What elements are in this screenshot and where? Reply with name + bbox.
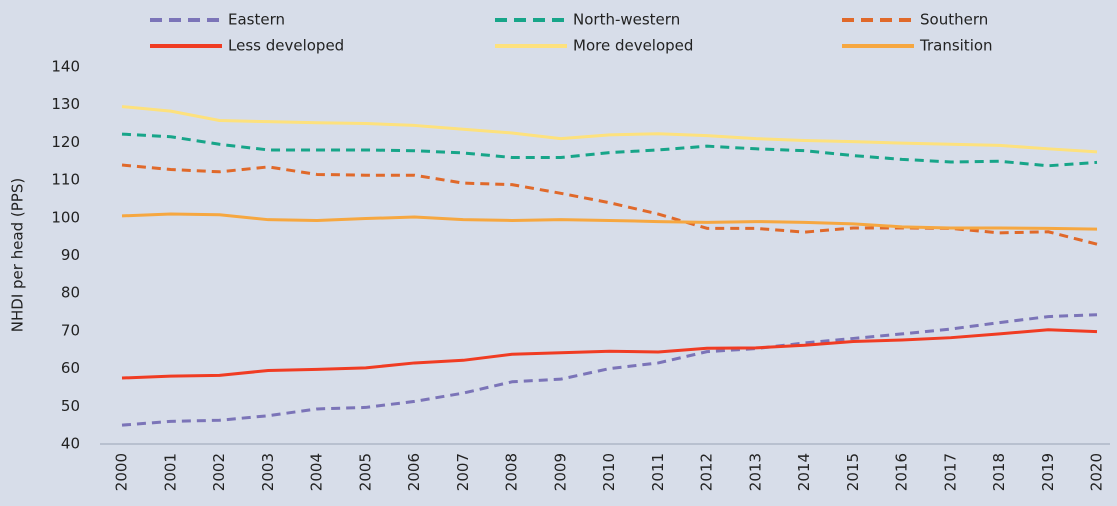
legend-label: More developed [573,37,693,55]
legend-label: Less developed [228,37,344,55]
y-tick-label: 60 [61,359,80,377]
y-tick-label: 120 [51,133,80,151]
y-tick-label: 90 [61,246,80,264]
y-tick-label: 70 [61,321,80,339]
series-line [121,132,1098,168]
x-tick-label: 2007 [454,453,472,491]
x-tick-label: 2006 [405,453,423,491]
x-tick-label: 2017 [941,453,959,491]
y-tick-label: 40 [61,435,80,453]
x-tick-label: 2005 [356,453,374,491]
y-tick-label: 140 [51,58,80,76]
x-tick-label: 2015 [844,453,862,491]
x-tick-label: 2011 [649,453,667,491]
x-tick-label: 2013 [746,453,764,491]
x-tick-label: 2008 [503,453,521,491]
x-tick-label: 2000 [113,453,131,491]
x-tick-label: 2002 [210,453,228,491]
y-tick-label: 80 [61,284,80,302]
y-tick-label: 50 [61,397,80,415]
x-tick-label: 2018 [990,453,1008,491]
x-tick-label: 2019 [1039,453,1057,491]
x-tick-label: 2020 [1088,453,1106,491]
series-line [121,328,1098,380]
y-tick-label: 110 [51,171,80,189]
series-line [121,163,1098,246]
y-tick-label: 100 [51,208,80,226]
series-line [121,105,1098,154]
legend-label: Southern [920,11,988,29]
x-tick-label: 2016 [893,453,911,491]
y-axis-label: NHDI per head (PPS) [9,178,27,332]
x-tick-label: 2012 [698,453,716,491]
x-tick-label: 2009 [551,453,569,491]
legend-label: North-western [573,11,680,29]
x-tick-label: 2004 [308,453,326,491]
x-tick-label: 2014 [795,453,813,491]
series-line [121,212,1098,231]
legend-label: Transition [919,37,993,55]
x-tick-label: 2003 [259,453,277,491]
x-tick-label: 2001 [161,453,179,491]
y-tick-label: 130 [51,95,80,113]
legend-label: Eastern [228,11,285,29]
x-tick-label: 2010 [600,453,618,491]
